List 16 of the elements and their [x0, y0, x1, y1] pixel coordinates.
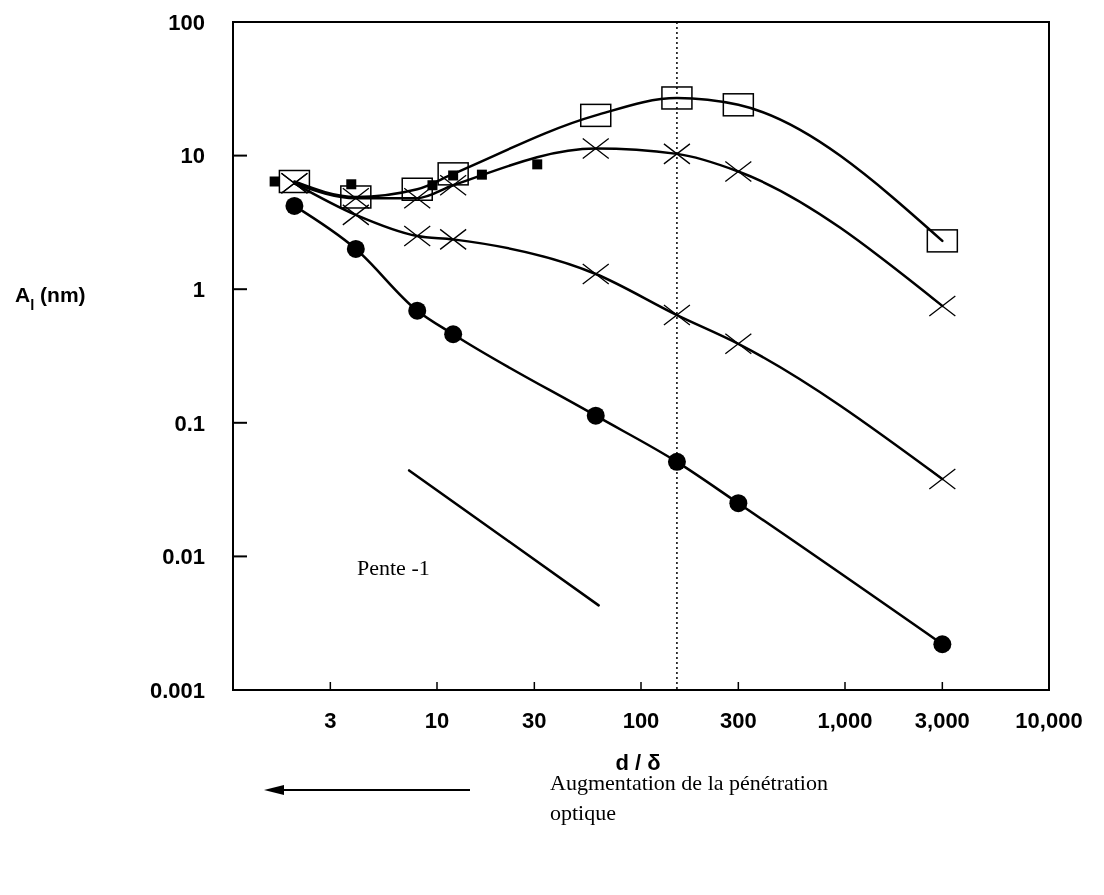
y-tick-label: 100: [168, 9, 205, 35]
x-tick-label: 300: [719, 708, 757, 733]
x-tick-label: 3: [324, 708, 337, 733]
y-axis-title: A$_{l}$ (nm): [15, 283, 86, 313]
y-tick-label: 10: [180, 143, 205, 169]
y-tick-label: 0.1: [174, 410, 205, 436]
x-tick-label: 3,000: [914, 708, 970, 733]
y-tick-label: 1: [192, 276, 205, 302]
y-tick-label: 0.001: [149, 677, 205, 703]
x-tick-label: 30: [522, 708, 547, 733]
x-tick-label: 10,000: [1015, 708, 1083, 733]
y-tick-label: 0.01: [162, 544, 205, 570]
x-tick-label: 10: [424, 708, 450, 733]
x-tick-label: 100: [622, 708, 660, 733]
x-tick-label: 1,000: [817, 708, 873, 733]
annotation: Pente -1: [357, 555, 430, 580]
